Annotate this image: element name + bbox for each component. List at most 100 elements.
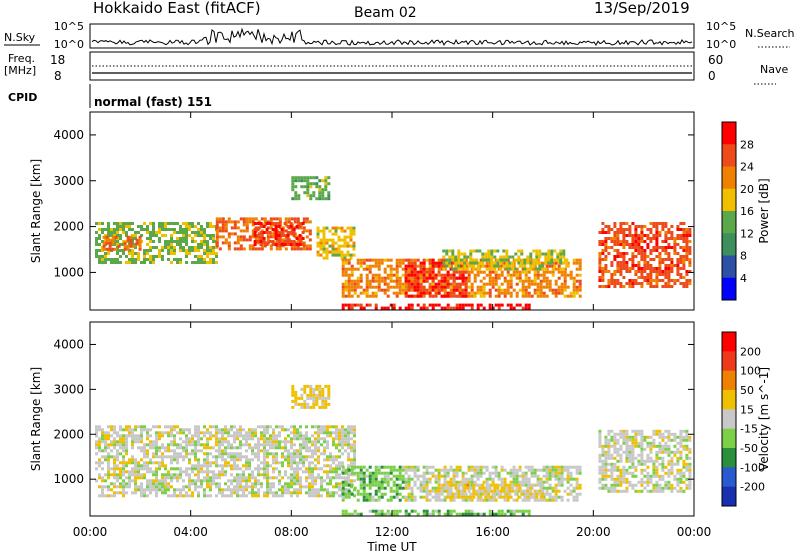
heatmap-cell bbox=[543, 274, 546, 277]
heatmap-cell bbox=[287, 491, 290, 494]
heatmap-cell bbox=[260, 237, 263, 240]
heatmap-cell bbox=[125, 476, 128, 479]
heatmap-cell bbox=[685, 255, 688, 258]
heatmap-cell bbox=[125, 464, 128, 467]
heatmap-cell bbox=[555, 478, 558, 481]
heatmap-cell bbox=[528, 307, 531, 310]
heatmap-cell bbox=[408, 289, 411, 292]
heatmap-cell bbox=[393, 475, 396, 478]
heatmap-cell bbox=[456, 513, 459, 516]
heatmap-cell bbox=[535, 259, 538, 262]
heatmap-cell bbox=[254, 240, 257, 243]
heatmap-cell bbox=[622, 228, 625, 231]
heatmap-cell bbox=[658, 448, 661, 451]
heatmap-cell bbox=[450, 274, 453, 277]
heatmap-cell bbox=[209, 252, 212, 255]
heatmap-cell bbox=[550, 256, 553, 259]
heatmap-cell bbox=[438, 472, 441, 475]
heatmap-cell bbox=[113, 494, 116, 497]
heatmap-cell bbox=[254, 494, 257, 497]
heatmap-cell bbox=[312, 176, 315, 179]
heatmap-cell bbox=[528, 513, 531, 516]
heatmap-cell bbox=[338, 245, 341, 248]
heatmap-cell bbox=[670, 246, 673, 249]
heatmap-cell bbox=[576, 484, 579, 487]
heatmap-cell bbox=[369, 271, 372, 274]
heatmap-cell bbox=[522, 510, 525, 513]
heatmap-cell bbox=[209, 225, 212, 228]
heatmap-cell bbox=[357, 280, 360, 283]
heatmap-cell bbox=[567, 469, 570, 472]
heatmap-cell bbox=[504, 292, 507, 295]
heatmap-cell bbox=[396, 510, 399, 513]
heatmap-cell bbox=[402, 274, 405, 277]
heatmap-cell bbox=[248, 491, 251, 494]
heatmap-cell bbox=[643, 487, 646, 490]
heatmap-cell bbox=[234, 247, 237, 250]
heatmap-cell bbox=[450, 466, 453, 469]
heatmap-cell bbox=[537, 481, 540, 484]
heatmap-cell bbox=[469, 256, 472, 259]
heatmap-cell bbox=[246, 226, 249, 229]
heatmap-cell bbox=[634, 490, 637, 493]
heatmap-cell bbox=[480, 271, 483, 274]
heatmap-cell bbox=[179, 428, 182, 431]
heatmap-cell bbox=[251, 434, 254, 437]
heatmap-cell bbox=[212, 234, 215, 237]
heatmap-cell bbox=[408, 277, 411, 280]
heatmap-cell bbox=[118, 245, 121, 248]
heatmap-cell bbox=[194, 449, 197, 452]
heatmap-cell bbox=[673, 243, 676, 246]
heatmap-cell bbox=[350, 443, 353, 446]
heatmap-cell bbox=[667, 481, 670, 484]
heatmap-cell bbox=[329, 230, 332, 233]
heatmap-cell bbox=[134, 258, 137, 261]
heatmap-cell bbox=[625, 460, 628, 463]
heatmap-cell bbox=[435, 292, 438, 295]
heatmap-cell bbox=[466, 496, 469, 499]
heatmap-cell bbox=[664, 264, 667, 267]
heatmap-cell bbox=[143, 446, 146, 449]
heatmap-cell bbox=[616, 490, 619, 493]
heatmap-cell bbox=[119, 225, 122, 228]
heatmap-cell bbox=[448, 262, 451, 265]
heatmap-cell bbox=[547, 259, 550, 262]
heatmap-cell bbox=[341, 428, 344, 431]
heatmap-cell bbox=[489, 510, 492, 513]
heatmap-cell bbox=[537, 286, 540, 289]
heatmap-cell bbox=[320, 488, 323, 491]
heatmap-cell bbox=[128, 458, 131, 461]
heatmap-cell bbox=[275, 222, 278, 225]
heatmap-cell bbox=[634, 237, 637, 240]
heatmap-cell bbox=[613, 273, 616, 276]
heatmap-cell bbox=[520, 493, 523, 496]
heatmap-cell bbox=[411, 295, 414, 298]
heatmap-cell bbox=[510, 481, 513, 484]
heatmap-cell bbox=[423, 271, 426, 274]
heatmap-cell bbox=[278, 479, 281, 482]
heatmap-cell bbox=[350, 479, 353, 482]
heatmap-cell bbox=[107, 231, 110, 234]
heatmap-cell bbox=[478, 487, 481, 490]
heatmap-cell bbox=[525, 307, 528, 310]
heatmap-cell bbox=[682, 246, 685, 249]
heatmap-cell bbox=[610, 490, 613, 493]
heatmap-cell bbox=[658, 442, 661, 445]
heatmap-cell bbox=[372, 475, 375, 478]
heatmap-cell bbox=[357, 466, 360, 469]
heatmap-cell bbox=[161, 479, 164, 482]
heatmap-cell bbox=[338, 437, 341, 440]
heatmap-cell bbox=[540, 499, 543, 502]
heatmap-cell bbox=[176, 461, 179, 464]
heatmap-cell bbox=[658, 255, 661, 258]
heatmap-cell bbox=[191, 261, 194, 264]
heatmap-cell bbox=[173, 428, 176, 431]
heatmap-cell bbox=[468, 304, 471, 307]
heatmap-cell bbox=[613, 466, 616, 469]
heatmap-cell bbox=[463, 259, 466, 262]
heatmap-cell bbox=[393, 510, 396, 513]
colorbar-segment bbox=[722, 189, 736, 212]
heatmap-cell bbox=[101, 222, 104, 225]
heatmap-cell bbox=[173, 452, 176, 455]
heatmap-cell bbox=[164, 240, 167, 243]
